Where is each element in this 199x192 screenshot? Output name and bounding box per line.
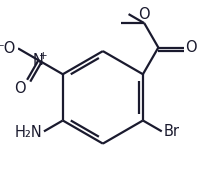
Text: O: O (139, 7, 150, 22)
Text: +: + (39, 51, 48, 61)
Text: O: O (185, 40, 197, 55)
Text: N: N (33, 53, 44, 68)
Text: ⁻O: ⁻O (0, 41, 16, 56)
Text: H₂N: H₂N (15, 125, 43, 140)
Text: Br: Br (163, 124, 179, 139)
Text: O: O (14, 81, 26, 96)
